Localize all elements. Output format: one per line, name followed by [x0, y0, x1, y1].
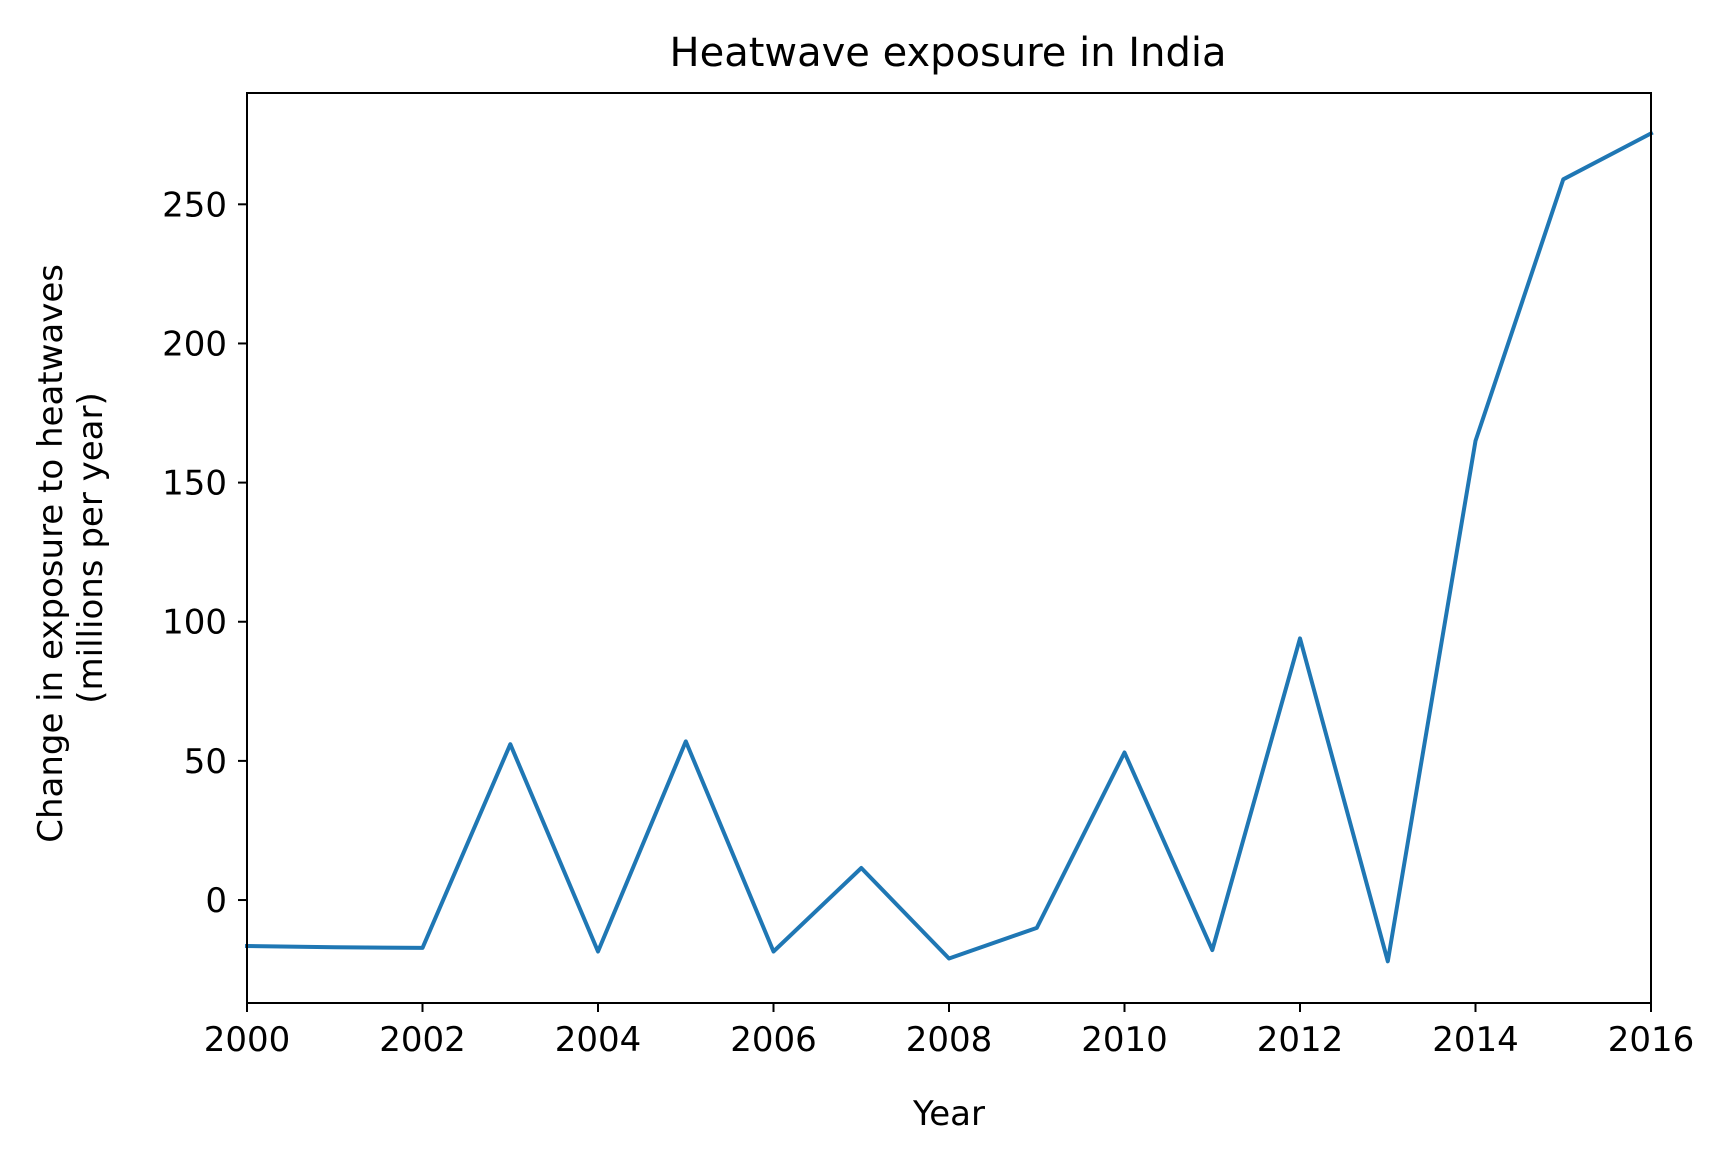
- x-tick-label: 2002: [379, 1020, 466, 1060]
- x-tick-label: 2014: [1432, 1020, 1519, 1060]
- x-tick-label: 2016: [1608, 1020, 1695, 1060]
- tick-layer: 2000 2002 2004 2006 2008 2010 2012 2014 2016 0 50 1…: [162, 185, 1694, 1060]
- y-tick-label: 100: [162, 603, 227, 643]
- y-axis-label-line-2: (millions per year): [71, 392, 111, 703]
- y-tick-label: 150: [162, 464, 227, 504]
- x-tick-label: 2010: [1081, 1020, 1168, 1060]
- series-layer: [244, 130, 1654, 964]
- x-tick-label: 2012: [1257, 1020, 1344, 1060]
- plot-frame: [246, 92, 1652, 1004]
- y-tick-label: 250: [162, 185, 227, 225]
- x-tick-label: 2008: [906, 1020, 993, 1060]
- y-axis-label-line-1: Change in exposure to heatwaves: [31, 264, 71, 843]
- y-tick-label: 50: [184, 742, 227, 782]
- chart-title: Heatwave exposure in India: [670, 30, 1227, 76]
- x-axis-label: Year: [912, 1094, 985, 1134]
- x-tick-label: 2006: [730, 1020, 817, 1060]
- y-axis-label: Change in exposure to heatwaves (million…: [31, 253, 111, 843]
- series-line: [244, 130, 1654, 964]
- x-tick-label: 2004: [555, 1020, 642, 1060]
- x-tick-label: 2000: [204, 1020, 291, 1060]
- y-tick-label: 200: [162, 324, 227, 364]
- y-tick-label: 0: [205, 881, 227, 921]
